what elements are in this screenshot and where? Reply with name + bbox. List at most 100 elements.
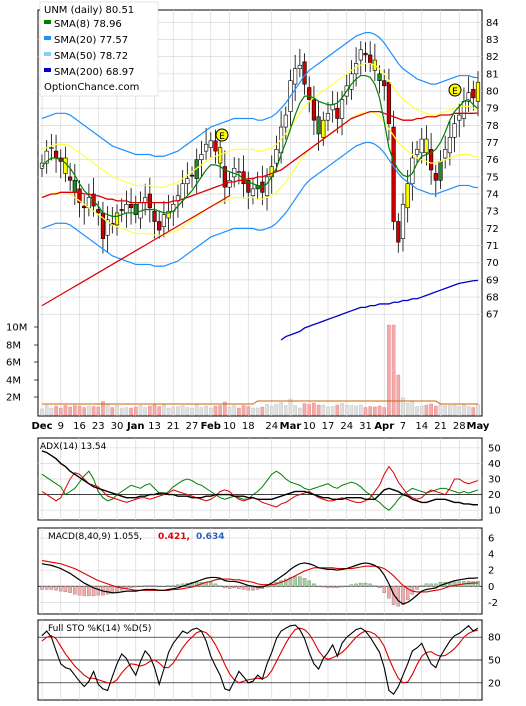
bollinger-lower: [41, 141, 479, 267]
x-tick-label: 21: [167, 421, 180, 432]
adx-tick-label: 40: [488, 459, 501, 470]
macd-histogram-bar: [213, 583, 218, 587]
x-tick-label: 24: [265, 421, 278, 432]
candle-body: [321, 119, 326, 138]
volume-bar: [363, 407, 368, 416]
macd-histogram-bar: [40, 586, 44, 590]
volume-bar: [391, 324, 396, 416]
stoch-k-line: [41, 624, 479, 696]
candle-body: [354, 63, 359, 75]
macd-histogram-bar: [377, 586, 382, 589]
macd-histogram-bar: [68, 586, 72, 593]
volume-bar: [279, 402, 283, 416]
long-trend-line: [41, 195, 230, 307]
volume-bar: [185, 407, 190, 416]
keltner-upper: [41, 62, 479, 188]
adx-tick-label: 30: [488, 475, 501, 486]
candle-body: [475, 81, 481, 102]
x-tick-label: 23: [92, 421, 105, 432]
macd-histogram-bar: [171, 585, 176, 587]
macd-histogram-bar: [49, 586, 54, 590]
sma50-line: [41, 110, 479, 204]
volume-tick-label: 8M: [6, 341, 21, 352]
macd-histogram-bar: [190, 582, 194, 587]
volume-bar: [382, 407, 387, 416]
legend-sma50: SMA(50) 78.72: [54, 51, 128, 62]
macd-histogram-bar: [152, 585, 157, 587]
price-tick-label: 80: [486, 86, 499, 97]
macd-histogram-bar: [368, 583, 372, 587]
price-tick-label: 71: [486, 241, 499, 252]
volume-bar: [443, 405, 447, 416]
macd-histogram-bar: [424, 583, 429, 587]
stoch-tick-label: 50: [488, 656, 501, 667]
candle-body: [166, 210, 171, 219]
keltner-lower: [41, 111, 479, 236]
macd-histogram-bar: [415, 586, 419, 590]
x-tick-label: 17: [322, 421, 335, 432]
volume-bar: [101, 401, 105, 416]
macd-histogram-bar: [349, 584, 354, 587]
macd-histogram-bar: [194, 582, 199, 587]
legend-swatch-sma200: [44, 68, 51, 72]
candle-body: [114, 212, 120, 226]
macd-histogram-bar: [429, 583, 433, 587]
price-tick-label: 67: [486, 310, 499, 321]
candle-body: [400, 204, 406, 239]
price-tick-label: 79: [486, 104, 499, 115]
volume-bar: [129, 407, 133, 416]
indicator-lines: [41, 32, 479, 696]
price-tick-label: 77: [486, 138, 499, 149]
candle-body: [438, 161, 443, 181]
x-tick-label: 28: [453, 421, 466, 432]
volume-bar: [415, 406, 419, 416]
candle-body: [68, 176, 73, 181]
candle-body: [307, 87, 312, 100]
candle-body: [119, 209, 124, 211]
volume-bar: [199, 407, 204, 416]
candle-body: [77, 188, 82, 203]
macd-histogram-bar: [344, 586, 349, 588]
volume-bar: [476, 404, 480, 416]
macd-histogram-bar: [373, 585, 377, 587]
macd-histogram-bar: [115, 586, 119, 593]
candle-body: [208, 140, 213, 148]
candle-body: [414, 149, 420, 155]
price-tick-label: 69: [486, 275, 499, 286]
earnings-marker-feb: E: [215, 128, 229, 142]
volume-bar: [396, 374, 401, 416]
candle-body: [330, 104, 335, 111]
price-tick-label: 81: [486, 69, 499, 80]
macd-histogram-bar: [471, 581, 476, 587]
price-tick-label: 68: [486, 293, 499, 304]
sma200-line: [280, 279, 479, 341]
volume-bar: [171, 406, 176, 416]
x-tick-label: 18: [242, 421, 255, 432]
x-tick-label: Feb: [201, 421, 221, 432]
price-tick-label: 74: [486, 190, 499, 201]
candle-body: [457, 114, 462, 121]
price-tick-label: 82: [486, 52, 499, 63]
volume-bar: [330, 406, 335, 416]
volume-bar: [166, 407, 171, 416]
volume-bar: [405, 402, 410, 416]
minus-di-line: [41, 465, 479, 508]
x-tick-label: May: [467, 421, 490, 432]
macd-histogram-bar: [54, 586, 58, 591]
volume-average-line: [42, 400, 478, 405]
macd-histogram-bar: [452, 581, 457, 587]
macd-histogram-bar: [77, 586, 82, 596]
volume-bar: [326, 406, 330, 416]
volume-bar: [124, 407, 129, 416]
macd-histogram-bar: [335, 586, 340, 589]
candle-body: [339, 99, 345, 119]
candle-body: [213, 140, 218, 152]
price-tick-label: 84: [486, 18, 499, 29]
macd-label: MACD(8,40,9) 1.055,: [48, 532, 142, 542]
volume-bar: [462, 404, 466, 416]
legend-swatch-sma20: [44, 36, 51, 40]
price-panel-frame: [37, 9, 483, 417]
earnings-marker-may: E: [448, 83, 462, 97]
x-tick-label: 27: [186, 421, 199, 432]
